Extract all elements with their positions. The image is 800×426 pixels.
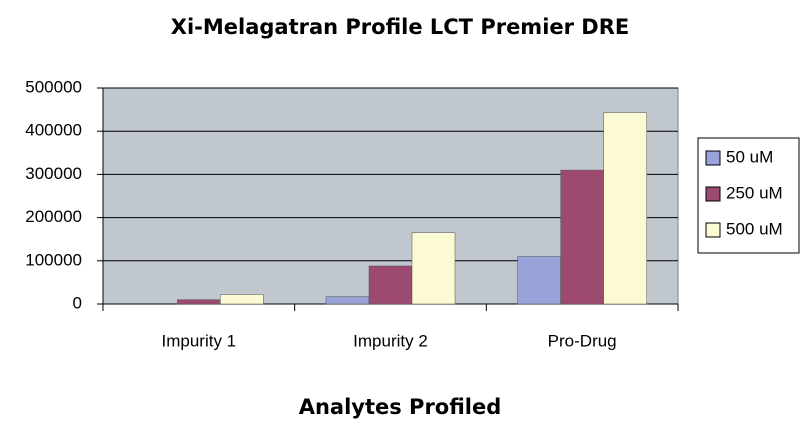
y-tick-label: 0 — [73, 293, 82, 312]
bar — [411, 232, 456, 305]
bar — [177, 299, 221, 305]
chart-title: Xi-Melagatran Profile LCT Premier DRE — [171, 15, 630, 39]
y-tick-label: 300000 — [25, 164, 82, 183]
y-tick-label: 100000 — [25, 250, 82, 269]
legend-swatch — [705, 222, 721, 238]
bar — [517, 256, 561, 305]
x-tick-label: Impurity 1 — [162, 331, 237, 350]
legend-label: 250 uM — [726, 183, 783, 202]
bar — [368, 265, 413, 305]
legend-swatch — [705, 150, 721, 166]
x-axis-label: Analytes Profiled — [299, 395, 502, 419]
y-tick-label: 200000 — [25, 207, 82, 226]
bar — [560, 169, 604, 305]
bar — [603, 112, 647, 305]
x-tick-label: Impurity 2 — [353, 331, 428, 350]
legend-label: 500 uM — [726, 219, 783, 238]
x-tick-label: Pro-Drug — [548, 331, 617, 350]
legend-label: 50 uM — [726, 147, 773, 166]
bar — [220, 294, 264, 305]
bar — [325, 296, 370, 305]
y-tick-label: 400000 — [25, 121, 82, 140]
legend-swatch — [705, 186, 721, 202]
y-tick-label: 500000 — [25, 77, 82, 96]
